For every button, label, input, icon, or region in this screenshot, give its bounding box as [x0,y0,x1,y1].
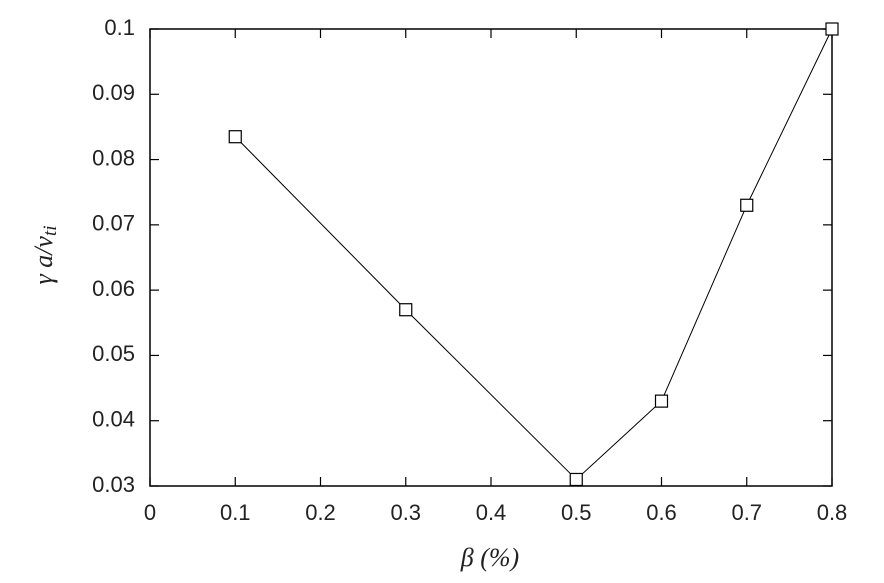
y-axis-label: γ a/vti [29,225,61,284]
marker [228,130,242,144]
x-tick-label: 0.3 [390,500,421,525]
x-tick-label: 0.4 [476,500,507,525]
x-axis-label: β (%) [460,543,519,572]
marker [569,472,583,487]
x-tick-label: 0.8 [817,500,848,525]
y-axis-label-subscript: ti [40,225,61,236]
y-tick-label: 0.1 [104,15,135,40]
y-tick-label: 0.04 [92,407,135,432]
y-tick-label: 0.08 [92,145,135,170]
marker [654,394,669,408]
y-axis-label-main: γ a/v [29,236,58,285]
x-tick-label: 0 [144,500,156,525]
y-tick-label: 0.05 [92,341,135,366]
marker [825,22,839,36]
x-tick-label: 0.1 [220,500,251,525]
x-tick-label: 0.2 [305,500,336,525]
marker [399,303,413,317]
y-tick-label: 0.03 [92,472,135,497]
marker [740,198,754,212]
y-tick-label: 0.06 [92,276,135,301]
x-tick-label: 0.5 [561,500,592,525]
x-tick-label: 0.7 [731,500,762,525]
plot-frame [149,28,833,487]
series-line [234,28,833,481]
x-tick-label: 0.6 [646,500,677,525]
y-tick-label: 0.07 [92,211,135,236]
y-tick-label: 0.09 [92,80,135,105]
